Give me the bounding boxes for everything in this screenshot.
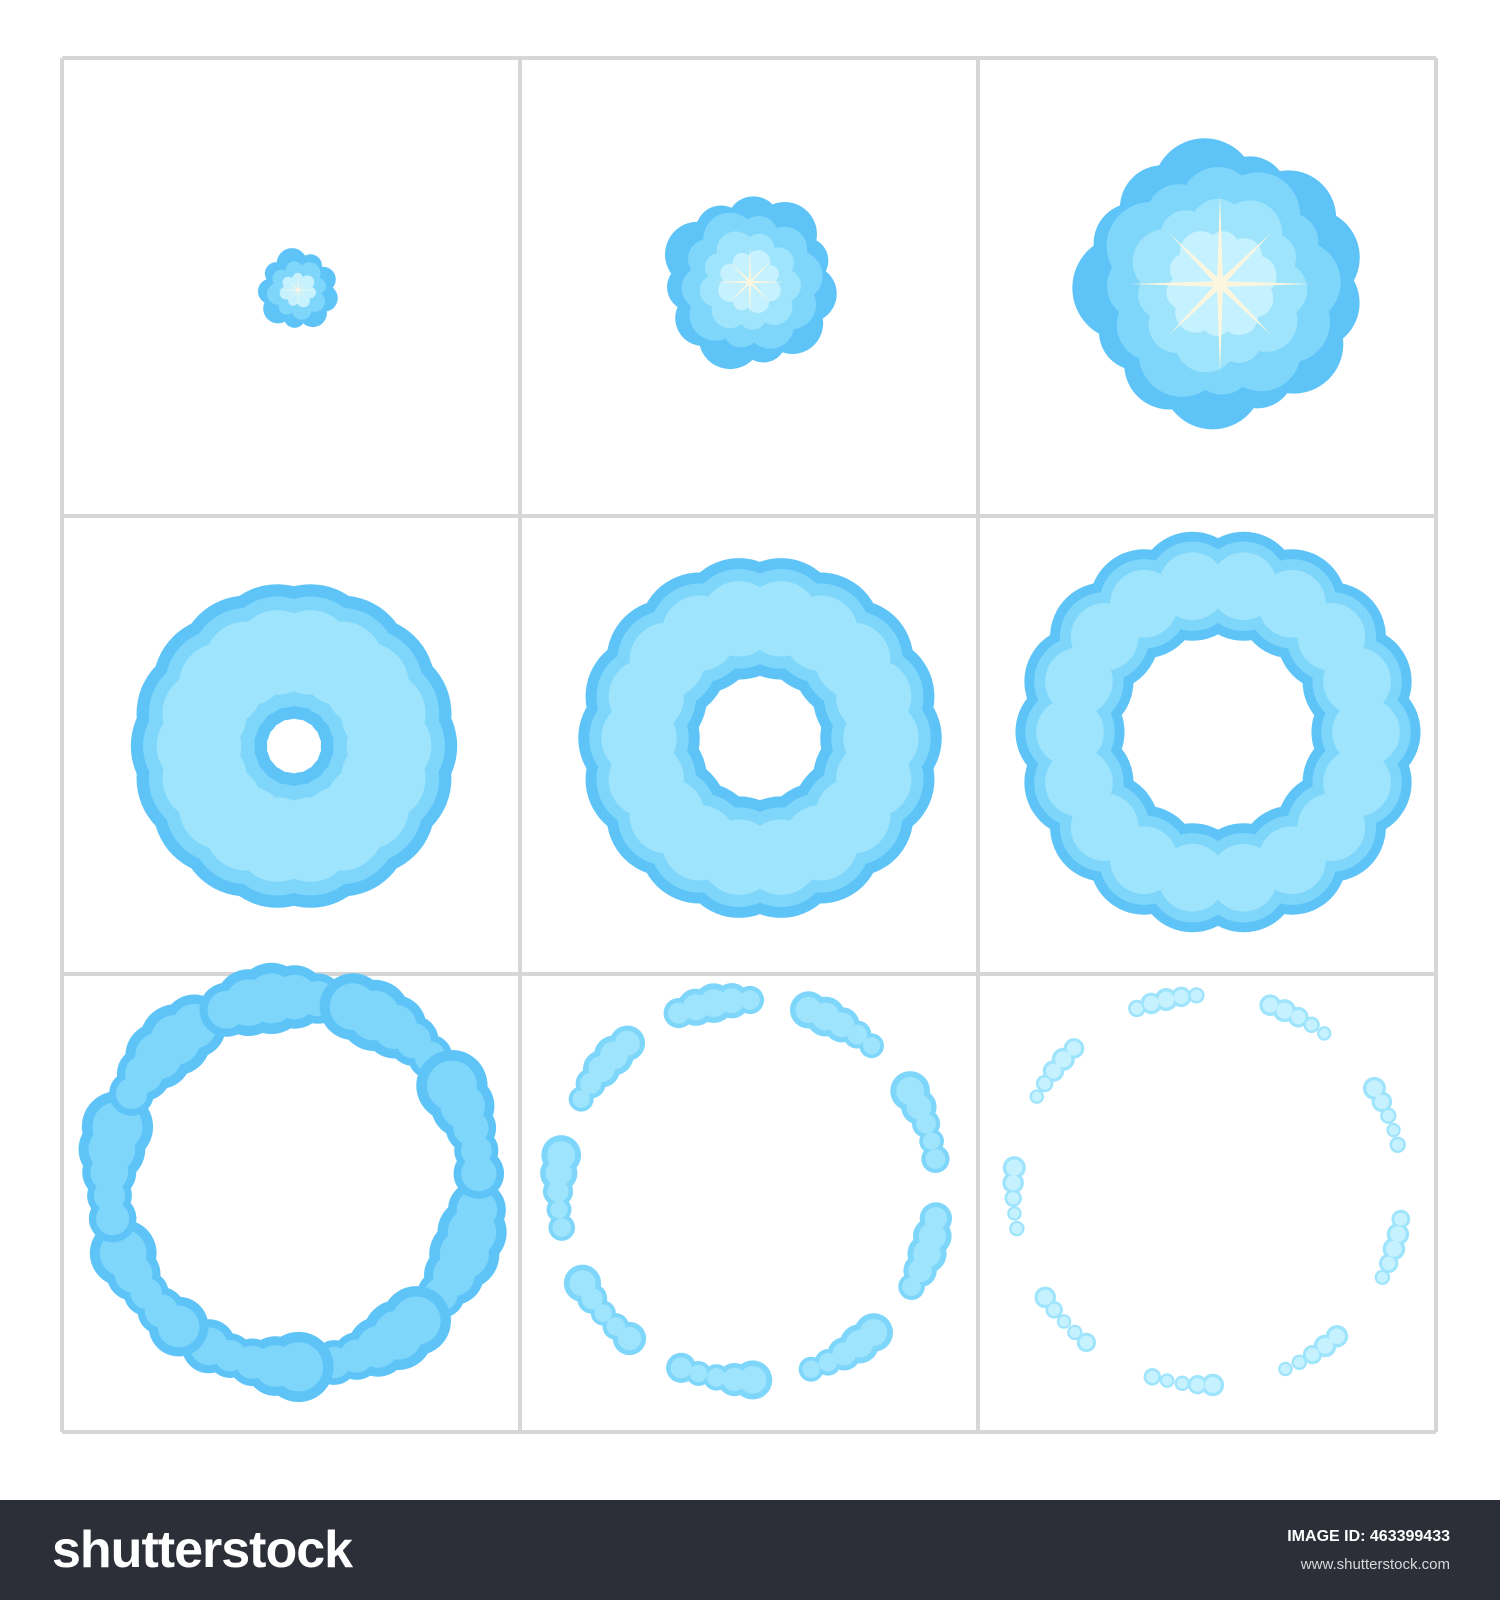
frame-2 bbox=[665, 196, 837, 370]
image-id-value: 463399433 bbox=[1369, 1528, 1450, 1545]
frame-8 bbox=[540, 982, 953, 1400]
image-id: IMAGE ID: 463399433 bbox=[1287, 1528, 1450, 1546]
image-id-label: IMAGE ID: bbox=[1287, 1528, 1366, 1545]
frame-9 bbox=[1002, 986, 1411, 1397]
frame-3 bbox=[1072, 138, 1360, 430]
site-url: www.shutterstock.com bbox=[1300, 1556, 1450, 1573]
sprite-sheet bbox=[60, 56, 1438, 1434]
frame-6 bbox=[1015, 531, 1421, 933]
brand-logo: shutterstock bbox=[52, 1521, 353, 1579]
frame-1 bbox=[257, 248, 338, 328]
frame-5 bbox=[578, 558, 942, 918]
frame-7 bbox=[78, 962, 507, 1403]
frame-4 bbox=[130, 584, 458, 908]
watermark-footer: shutterstock IMAGE ID: 463399433 www.shu… bbox=[0, 1500, 1500, 1600]
sprite-sheet-canvas bbox=[60, 56, 1438, 1434]
